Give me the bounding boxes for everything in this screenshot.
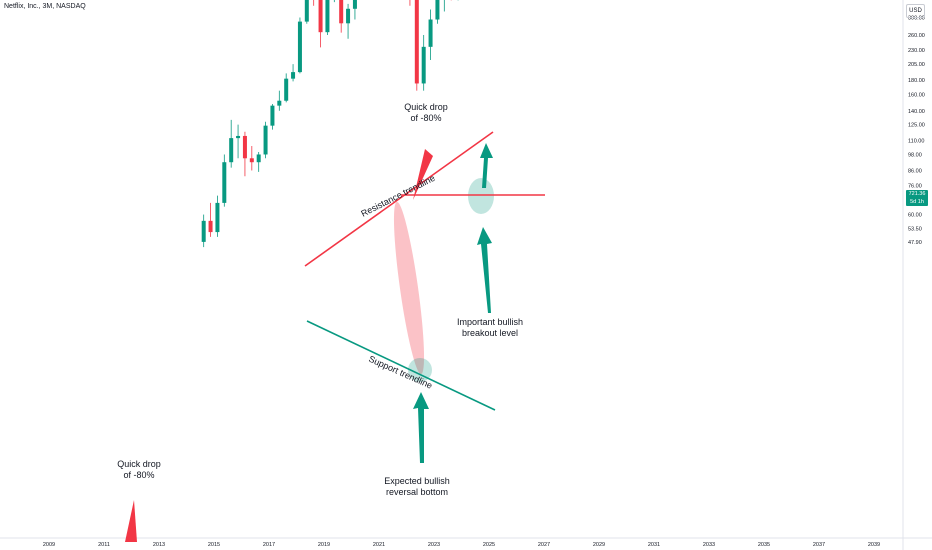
last-price-value: 721.36 — [908, 191, 926, 197]
quick-drop-top-line1: Quick drop — [404, 102, 448, 112]
price-tick-label: 86.00 — [908, 168, 922, 174]
time-tick-label: 2031 — [648, 542, 660, 548]
candle-body[interactable] — [229, 138, 234, 163]
reversal-line2: reversal bottom — [386, 487, 448, 497]
time-tick-label: 2019 — [318, 542, 330, 548]
candle-body[interactable] — [201, 220, 206, 242]
price-tick-label: 205.00 — [908, 62, 925, 68]
candle-body[interactable] — [304, 0, 309, 22]
time-tick-label: 2039 — [868, 542, 880, 548]
price-axis-ticks: 300.00 260.00 230.00 205.00 180.00 160.00 140.… — [908, 15, 925, 246]
target-arrow-up — [480, 143, 493, 188]
quick-drop-top-line2: of -80% — [410, 113, 441, 123]
support-trendline[interactable] — [306, 320, 496, 411]
bottom-highlight-circle — [408, 358, 432, 382]
reversal-arrow-up — [413, 392, 429, 463]
time-tick-label: 2029 — [593, 542, 605, 548]
candle-body[interactable] — [222, 162, 227, 203]
quick-drop-arrow-bottom — [125, 500, 137, 542]
time-tick-label: 2033 — [703, 542, 715, 548]
time-tick-label: 2013 — [153, 542, 165, 548]
candle-body[interactable] — [284, 78, 289, 101]
time-tick-label: 2011 — [98, 542, 110, 548]
candle-body[interactable] — [277, 100, 282, 106]
price-tick-label: 53.50 — [908, 227, 922, 233]
price-tick-label: 180.00 — [908, 78, 925, 84]
candle-body[interactable] — [263, 125, 268, 155]
time-tick-label: 2023 — [428, 542, 440, 548]
drop-highlight-ellipse — [393, 201, 425, 375]
time-tick-label: 2015 — [208, 542, 220, 548]
price-tick-label: 110.00 — [908, 138, 924, 144]
last-price-badge: 721.36 5d 1h — [906, 190, 928, 206]
candle-body[interactable] — [215, 202, 220, 233]
candle-body[interactable] — [249, 158, 254, 163]
candle-body[interactable] — [236, 135, 241, 139]
quick-drop-bottom-line2: of -80% — [123, 470, 154, 480]
quick-drop-arrow-top — [413, 149, 433, 200]
candle-body[interactable] — [435, 0, 440, 20]
candle-body[interactable] — [428, 19, 433, 47]
time-tick-label: 2025 — [483, 542, 495, 548]
bar-countdown: 5d 1h — [910, 199, 924, 205]
breakout-highlight-circle — [468, 178, 494, 214]
time-tick-label: 2017 — [263, 542, 275, 548]
price-tick-label: 300.00 — [908, 15, 925, 21]
currency-button[interactable]: USD — [906, 4, 925, 18]
price-tick-label: 140.00 — [908, 109, 925, 115]
time-tick-label: 2037 — [813, 542, 825, 548]
price-tick-label: 98.00 — [908, 152, 922, 158]
time-tick-label: 2035 — [758, 542, 770, 548]
price-tick-label: 160.00 — [908, 92, 925, 98]
candle-body[interactable] — [421, 46, 426, 84]
price-tick-label: 260.00 — [908, 33, 925, 39]
time-tick-label: 2021 — [373, 542, 385, 548]
candle-body[interactable] — [318, 0, 323, 33]
candle-body[interactable] — [325, 0, 330, 33]
candle-body[interactable] — [270, 105, 275, 126]
price-tick-label: 76.00 — [908, 184, 922, 190]
quick-drop-bottom-line1: Quick drop — [117, 459, 161, 469]
symbol-title[interactable]: Netflix, Inc., 3M, NASDAQ — [4, 3, 86, 10]
candle-body[interactable] — [291, 72, 296, 79]
candle-body[interactable] — [208, 220, 213, 233]
candle-body[interactable] — [242, 135, 247, 159]
breakout-line1: Important bullish — [457, 317, 523, 327]
breakout-arrow-up — [477, 227, 492, 313]
time-tick-label: 2027 — [538, 542, 550, 548]
candle-body[interactable] — [297, 21, 302, 73]
price-tick-label: 125.00 — [908, 123, 925, 129]
time-tick-label: 2009 — [43, 542, 55, 548]
price-tick-label: 47.90 — [908, 240, 922, 246]
candle-body[interactable] — [339, 0, 344, 24]
candles-layer — [201, 0, 459, 248]
candle-body[interactable] — [256, 154, 261, 163]
price-tick-label: 60.00 — [908, 213, 922, 219]
candle-body[interactable] — [352, 0, 357, 9]
candle-body[interactable] — [346, 8, 351, 24]
price-tick-label: 230.00 — [908, 48, 925, 54]
breakout-line2: breakout level — [462, 328, 518, 338]
candle-body[interactable] — [414, 0, 419, 84]
resistance-trendline[interactable] — [304, 131, 494, 267]
time-axis-ticks: 2009 2011 2013 2015 2017 2019 2021 2023 2025 2027… — [43, 542, 880, 548]
reversal-line1: Expected bullish — [384, 476, 450, 486]
